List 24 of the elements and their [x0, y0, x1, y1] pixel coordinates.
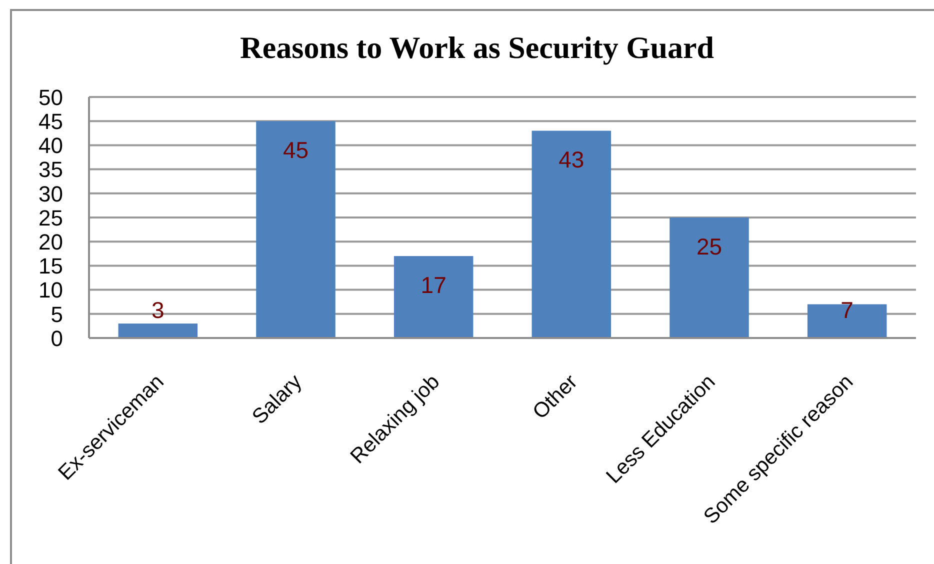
data-label: 43 — [558, 146, 584, 173]
data-label: 25 — [696, 234, 722, 260]
data-label: 45 — [282, 137, 309, 164]
bar — [670, 218, 749, 338]
y-tick-label: 5 — [50, 302, 63, 327]
y-tick-label: 10 — [38, 278, 63, 303]
y-tick-label: 0 — [50, 326, 63, 351]
y-tick-label: 30 — [38, 181, 63, 206]
y-tick-label: 25 — [38, 205, 63, 230]
y-tick-label: 40 — [38, 133, 63, 158]
data-label: 3 — [152, 297, 164, 323]
data-label: 7 — [840, 297, 854, 323]
y-tick-label: 35 — [38, 157, 63, 182]
y-tick-label: 45 — [38, 109, 63, 134]
chart-title: Reasons to Work as Security Guard — [240, 30, 714, 65]
y-tick-label: 50 — [38, 84, 63, 110]
bar — [394, 256, 474, 338]
bar — [256, 121, 336, 338]
data-label: 17 — [420, 272, 446, 298]
bar — [532, 130, 612, 338]
y-tick-label: 15 — [38, 254, 63, 279]
bar — [118, 324, 198, 338]
bar — [807, 304, 887, 338]
y-tick-label: 20 — [38, 230, 63, 255]
